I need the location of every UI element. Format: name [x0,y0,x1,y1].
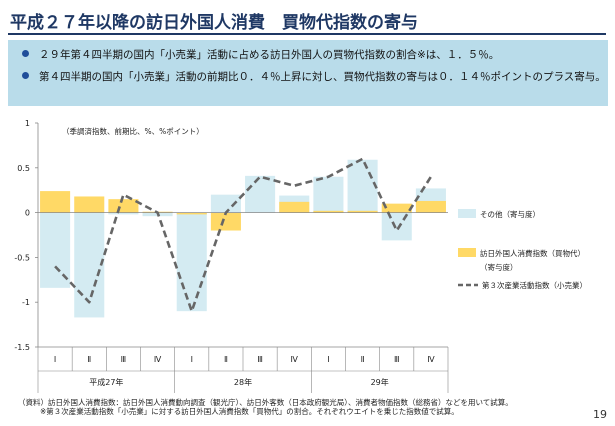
bar-other-contribution [313,176,344,213]
x-tick-label: Ⅰ [54,355,56,364]
bar-other-contribution [74,212,105,318]
summary-bullet-1: ２９年第４四半期の国内「小売業」活動に占める訪日外国人の買物代指数の割合※は、１… [22,48,499,62]
x-tick-label: Ⅲ [257,355,263,364]
legend-label-shopping: 訪日外国人消費指数（買物代） [480,248,585,258]
bar-other-contribution [210,194,241,213]
x-tick-label: Ⅲ [121,355,127,364]
bar-shopping-contribution [108,199,139,213]
legend-swatch-shopping [458,248,476,257]
legend-label-other: その他（寄与度） [480,209,540,219]
summary-bullet-2: 第４四半期の国内「小売業」活動の前期比０．４％上昇に対し、買物代指数の寄与は０．… [22,70,607,84]
y-tick-label: 0.5 [17,164,30,173]
x-tick-label: Ⅱ [87,355,91,364]
y-tick-label: 1 [25,119,30,128]
title-divider [8,33,606,35]
bullet-dot-icon [22,50,29,57]
source-note: （資料）訪日外国人消費指数：訪日外国人消費動向調査（観光庁）、訪日外客数（日本政… [18,398,513,407]
bar-other-contribution [245,175,276,213]
bar-shopping-contribution [313,210,344,213]
x-tick-label: Ⅲ [394,355,400,364]
bullet-text-1: ２９年第４四半期の国内「小売業」活動に占める訪日外国人の買物代指数の割合※は、１… [39,49,500,61]
bar-shopping-contribution [74,196,105,213]
bar-other-contribution [176,212,207,312]
legend-swatch-other [458,209,476,218]
bullet-text-2: 第４四半期の国内「小売業」活動の前期比０．４％上昇に対し、買物代指数の寄与は０．… [39,71,606,83]
x-group-label: 平成27年 [89,377,123,387]
slide-title: 平成２７年以降の訪日外国人消費 買物代指数の寄与 [10,13,418,33]
x-tick-label: Ⅰ [191,355,193,364]
summary-box: ２９年第４四半期の国内「小売業」活動に占める訪日外国人の買物代指数の割合※は、１… [8,40,608,106]
x-tick-label: Ⅳ [427,355,435,364]
x-group-label: 29年 [371,377,389,387]
y-tick-label: 0 [25,209,30,218]
bar-shopping-contribution [176,212,207,215]
x-group-label: 28年 [234,377,252,387]
x-tick-label: Ⅳ [291,355,299,364]
x-tick-label: Ⅳ [154,355,162,364]
chart-unit-note: （季調済指数、前期比、%、%ポイント） [62,126,204,136]
y-tick-label: -1 [22,298,30,307]
page-number: 19 [593,408,607,421]
x-tick-label: Ⅰ [327,355,329,364]
legend-label-retail: 第３次産業活動指数（小売業） [482,280,587,290]
bar-other-contribution [108,212,139,215]
bar-shopping-contribution [40,191,71,213]
bar-shopping-contribution [381,203,412,213]
y-tick-label: -1.5 [14,343,30,352]
footnote: ※第３次産業活動指数「小売業」に対する訪日外国人消費指数「買物代」の割合。それぞ… [40,407,459,416]
x-tick-label: Ⅱ [224,355,228,364]
bar-shopping-contribution [347,210,378,213]
legend-label-shopping-line2: （寄与度） [480,262,518,272]
bar-shopping-contribution [279,201,310,213]
bar-shopping-contribution [415,200,446,213]
x-tick-label: Ⅱ [361,355,365,364]
bar-other-contribution [381,212,412,241]
y-tick-label: -0.5 [14,253,30,262]
bar-other-contribution [347,159,378,213]
bullet-dot-icon [22,72,29,79]
bar-shopping-contribution [210,212,241,231]
line-retail-activity [54,157,433,313]
